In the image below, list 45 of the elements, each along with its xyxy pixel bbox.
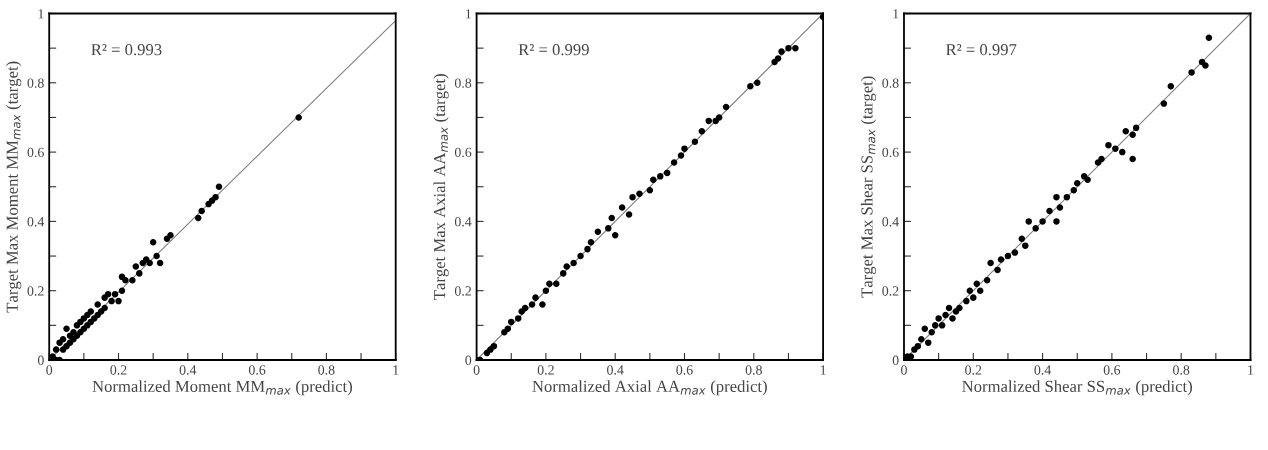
x-tick-label: 0.6 <box>248 365 266 375</box>
y-tick-label: 0.6 <box>882 147 899 158</box>
x-tick-label: 0.4 <box>1034 365 1052 375</box>
x-tick-label: 0.8 <box>1173 365 1190 375</box>
y-tick-label: 0.8 <box>27 78 44 88</box>
y-tick-label: 0.4 <box>454 216 472 227</box>
y-tick-label: 0 <box>37 355 44 365</box>
x-tick-label: 0.2 <box>537 365 554 375</box>
y-tick-label: 0.4 <box>27 216 45 227</box>
x-tick-label: 1 <box>393 365 399 375</box>
y-tick-label: 1 <box>38 9 44 19</box>
y-axis-title: Target Max Shear SS$_{max}$ (target) <box>860 76 877 298</box>
y-tick-label: 1 <box>466 9 471 19</box>
x-tick-label: 0 <box>473 365 480 375</box>
x-axis-title: Normalized Moment MM$_{max}$ (predict) <box>92 380 352 396</box>
x-tick-label: 1 <box>820 365 826 375</box>
y-tick-label: 0.6 <box>454 147 472 158</box>
y-tick-label: 0.2 <box>882 286 899 296</box>
y-tick-label: 0.2 <box>27 286 44 296</box>
x-tick-label: 0.4 <box>607 365 624 375</box>
y-tick-label: 0.4 <box>882 216 899 227</box>
x-tick-label: 0.2 <box>965 365 982 375</box>
y-tick-label: 0.6 <box>27 147 44 158</box>
x-tick-label: 0 <box>46 365 53 375</box>
x-tick-label: 0.8 <box>318 365 335 375</box>
y-tick-label: 0.8 <box>882 78 899 88</box>
x-tick-label: 0.2 <box>110 365 127 375</box>
x-axis-title: Normalized Shear SS$_{max}$ (predict) <box>962 380 1192 396</box>
x-tick-label: 0.6 <box>1103 365 1121 375</box>
annotation: R² = 0.997 <box>946 44 1017 56</box>
y-tick-label: 0.8 <box>454 78 472 88</box>
y-tick-label: 0 <box>465 355 472 365</box>
y-axis-title: Target Max Axial AA$_{max}$ (target) <box>433 74 449 300</box>
x-tick-label: 0.6 <box>676 365 693 375</box>
x-tick-label: 0.4 <box>179 365 197 375</box>
annotation: R² = 0.999 <box>518 44 589 56</box>
x-tick-label: 1 <box>1248 365 1254 375</box>
y-tick-label: 0 <box>892 355 899 365</box>
x-axis-title: Normalized Axial AA$_{max}$ (predict) <box>532 380 767 396</box>
y-axis-title: Target Max Moment MM$_{max}$ (target) <box>6 61 22 313</box>
y-tick-label: 1 <box>893 9 899 19</box>
annotation: R² = 0.993 <box>91 44 162 56</box>
x-tick-label: 0 <box>901 365 907 375</box>
x-tick-label: 0.8 <box>745 365 762 375</box>
y-tick-label: 0.2 <box>454 286 471 296</box>
